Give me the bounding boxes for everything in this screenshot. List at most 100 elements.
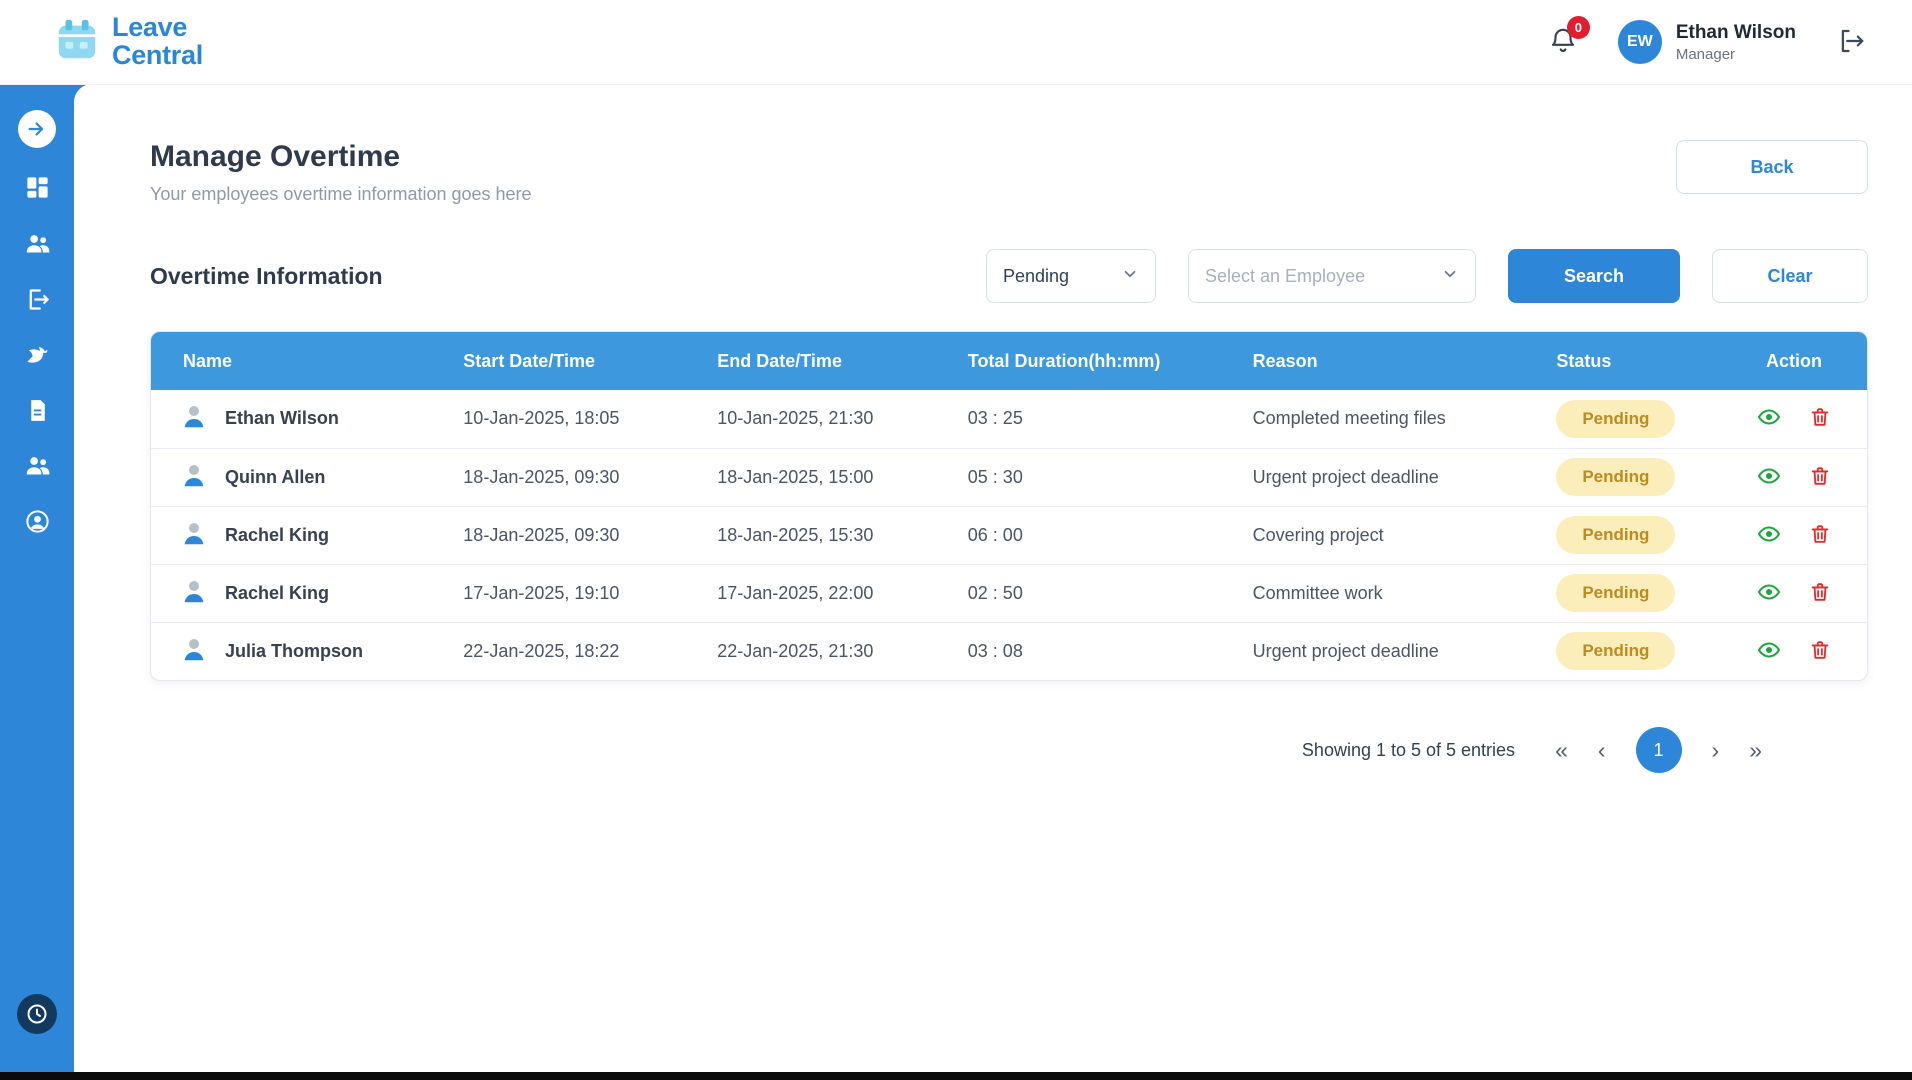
trash-icon <box>1809 406 1831 431</box>
employee-name: Rachel King <box>225 582 330 603</box>
total-duration: 05 : 30 <box>955 447 1241 506</box>
status-badge: Pending <box>1556 458 1676 496</box>
sidebar-item-leave[interactable] <box>0 286 74 316</box>
back-button[interactable]: Back <box>1676 140 1868 194</box>
logout-icon <box>1836 26 1866 59</box>
reason: Committee work <box>1240 563 1545 622</box>
bell-icon <box>1548 28 1578 59</box>
view-button[interactable] <box>1757 580 1781 607</box>
employees-icon <box>24 230 51 260</box>
start-datetime: 18-Jan-2025, 09:30 <box>451 505 706 564</box>
reason: Completed meeting files <box>1252 408 1446 429</box>
table-row: Rachel King 17-Jan-2025, 19:10 17-Jan-20… <box>151 563 1867 622</box>
column-header-name: Name <box>151 332 452 390</box>
delete-button[interactable] <box>1809 639 1831 664</box>
section-title: Overtime Information <box>150 262 383 289</box>
view-button[interactable] <box>1757 405 1781 432</box>
column-header-total-duration-hh-mm: Total Duration(hh:mm) <box>955 332 1241 390</box>
notification-badge: 0 <box>1566 15 1590 39</box>
employee-avatar-icon <box>179 518 209 553</box>
end-datetime: 22-Jan-2025, 21:30 <box>705 621 956 680</box>
app-logo: Leave Central <box>54 14 203 69</box>
delete-button[interactable] <box>1809 581 1831 606</box>
sidebar-item-holidays[interactable] <box>0 342 74 372</box>
prev-page-icon[interactable]: ‹ <box>1597 736 1606 763</box>
status-badge: Pending <box>1556 574 1676 612</box>
employee-avatar-icon <box>179 576 209 611</box>
clear-button[interactable]: Clear <box>1712 249 1868 303</box>
sidebar-item-teams[interactable] <box>0 452 74 482</box>
delete-button[interactable] <box>1809 465 1831 490</box>
time-history-button[interactable] <box>0 994 74 1034</box>
status-filter-select[interactable]: Pending <box>986 249 1156 303</box>
employee-avatar-icon <box>179 460 209 495</box>
total-duration: 06 : 00 <box>955 505 1241 564</box>
pagination-summary: Showing 1 to 5 of 5 entries <box>1301 739 1516 760</box>
expand-arrow-icon <box>18 110 56 148</box>
status-badge: Pending <box>1556 516 1676 554</box>
sidebar-expand-button[interactable] <box>0 110 74 148</box>
chevron-down-icon <box>1441 265 1459 288</box>
column-header-end-date-time: End Date/Time <box>705 332 956 390</box>
column-header-reason: Reason <box>1240 332 1545 390</box>
notifications-button[interactable]: 0 <box>1548 15 1590 59</box>
leave-exit-icon <box>24 286 51 316</box>
main-content: Manage Overtime Your employees overtime … <box>74 84 1912 1080</box>
trash-icon <box>1809 639 1831 664</box>
sidebar-item-profile[interactable] <box>0 508 74 538</box>
start-datetime: 18-Jan-2025, 09:30 <box>451 447 706 506</box>
end-datetime: 18-Jan-2025, 15:00 <box>705 447 956 506</box>
table-row: Julia Thompson 22-Jan-2025, 18:22 22-Jan… <box>151 621 1867 680</box>
chevron-down-icon <box>1121 265 1139 288</box>
column-header-status: Status <box>1544 332 1722 390</box>
reason: Urgent project deadline <box>1240 621 1545 680</box>
sidebar-item-dashboard[interactable] <box>0 174 74 204</box>
status-badge: Pending <box>1556 632 1676 671</box>
delete-button[interactable] <box>1809 406 1831 431</box>
last-page-icon[interactable]: » <box>1749 736 1762 763</box>
employee-name: Julia Thompson <box>225 640 364 661</box>
trash-icon <box>1809 523 1831 548</box>
table-body: Ethan Wilson 10-Jan-2025, 18:05 10-Jan-2… <box>151 390 1867 680</box>
pagination: Showing 1 to 5 of 5 entries « ‹ 1 › » <box>150 727 1868 773</box>
table-row: Rachel King 18-Jan-2025, 09:30 18-Jan-20… <box>151 505 1867 564</box>
eye-icon <box>1757 580 1781 607</box>
total-duration: 02 : 50 <box>955 563 1241 622</box>
page-title: Manage Overtime <box>150 140 401 173</box>
user-name: Ethan Wilson <box>1675 21 1796 43</box>
total-duration: 03 : 25 <box>967 408 1023 429</box>
time-history-icon <box>17 994 57 1034</box>
calendar-logo-icon <box>54 17 100 68</box>
table-row: Quinn Allen 18-Jan-2025, 09:30 18-Jan-20… <box>151 447 1867 506</box>
employee-avatar-icon <box>179 634 209 669</box>
brand-name: Leave Central <box>112 12 203 70</box>
search-button[interactable]: Search <box>1508 249 1680 303</box>
logout-button[interactable] <box>1836 26 1866 59</box>
avatar: EW <box>1617 20 1662 64</box>
delete-button[interactable] <box>1809 523 1831 548</box>
user-menu[interactable]: EW Ethan Wilson Manager <box>1617 20 1796 64</box>
start-datetime: 10-Jan-2025, 18:05 <box>463 408 620 429</box>
column-header-action: Action <box>1721 332 1867 390</box>
table-row: Ethan Wilson 10-Jan-2025, 18:05 10-Jan-2… <box>151 390 1867 448</box>
employee-avatar-icon <box>179 401 209 436</box>
overtime-table: Name Start Date/Time End Date/Time Total Du… <box>150 331 1868 681</box>
sidebar-item-reports[interactable] <box>0 398 74 426</box>
sidebar-item-employees[interactable] <box>0 230 74 260</box>
eye-icon <box>1757 405 1781 432</box>
view-button[interactable] <box>1757 522 1781 549</box>
view-button[interactable] <box>1757 638 1781 665</box>
next-page-icon[interactable]: › <box>1711 736 1720 763</box>
dashboard-icon <box>24 174 51 204</box>
page-number-button[interactable]: 1 <box>1635 727 1682 773</box>
reports-icon <box>25 398 50 426</box>
reason: Urgent project deadline <box>1240 447 1545 506</box>
teams-icon <box>24 452 51 482</box>
status-badge: Pending <box>1556 399 1676 438</box>
employee-filter-select[interactable]: Select an Employee <box>1188 249 1476 303</box>
employee-name: Rachel King <box>225 524 330 545</box>
start-datetime: 17-Jan-2025, 19:10 <box>451 563 706 622</box>
page-subtitle: Your employees overtime information goes… <box>150 184 532 204</box>
first-page-icon[interactable]: « <box>1555 736 1568 763</box>
view-button[interactable] <box>1757 464 1781 491</box>
